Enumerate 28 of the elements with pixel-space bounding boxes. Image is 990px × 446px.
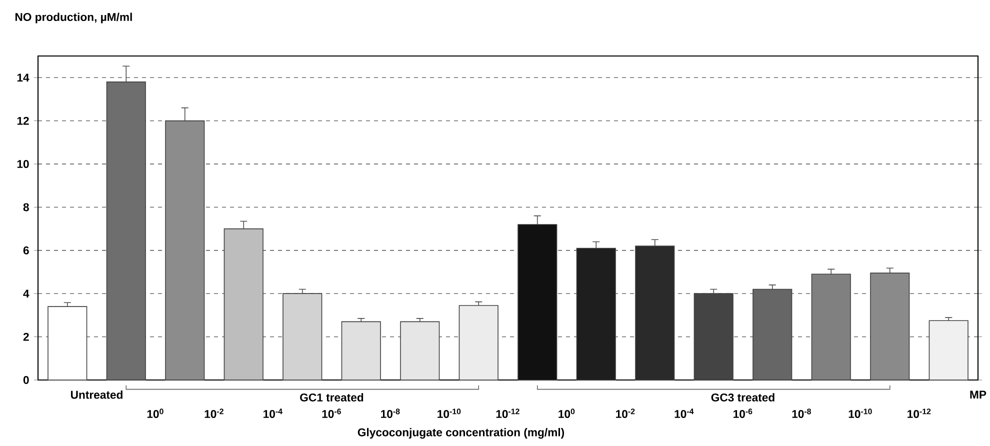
- x-tick-label: 10$^{-4}$: [264, 408, 282, 418]
- x-tick-label: 10$^{-12}$: [908, 408, 931, 418]
- x-tick-label: 10$^{0}$: [147, 408, 164, 418]
- x-tick-label: 10$^{0}$: [558, 408, 575, 418]
- x-tick-label: 10$^{-2}$: [204, 408, 224, 418]
- y-tick-label: 14: [17, 74, 30, 82]
- y-tick-label: 0: [23, 376, 29, 384]
- y-tick-label: 8: [23, 203, 29, 212]
- x-tick-label: 10$^{-12}$: [496, 408, 520, 418]
- x-tick-label: MP: [970, 390, 986, 399]
- y-tick-label: 6: [23, 246, 29, 254]
- y-tick-label: 12: [17, 116, 29, 125]
- x-tick-label: 10$^{-10}$: [848, 408, 872, 418]
- y-tick-label: 10: [17, 160, 29, 168]
- x-tick-label: 10$^{-4}$: [674, 408, 694, 418]
- y-tick-label: 2: [23, 332, 29, 341]
- text: GC3 treated: [711, 393, 774, 402]
- x-tick-label: 10$^{-10}$: [438, 408, 461, 418]
- x-tick-label: 10$^{-6}$: [322, 408, 341, 418]
- x-tick-label: 10$^{-6}$: [734, 408, 752, 418]
- x-tick-label: 10$^{-2}$: [616, 408, 635, 418]
- y-axis-title: NO production, µM/ml: [15, 12, 132, 24]
- x-axis-title: Glycoconjugate concentration (mg/ml): [358, 428, 564, 439]
- x-tick-label: 10$^{-8}$: [381, 408, 400, 418]
- x-tick-label: Untreated: [71, 390, 122, 399]
- x-tick-label: 10$^{-8}$: [792, 408, 811, 418]
- text: GC1 treated: [300, 393, 364, 402]
- y-tick-label: 4: [23, 290, 30, 298]
